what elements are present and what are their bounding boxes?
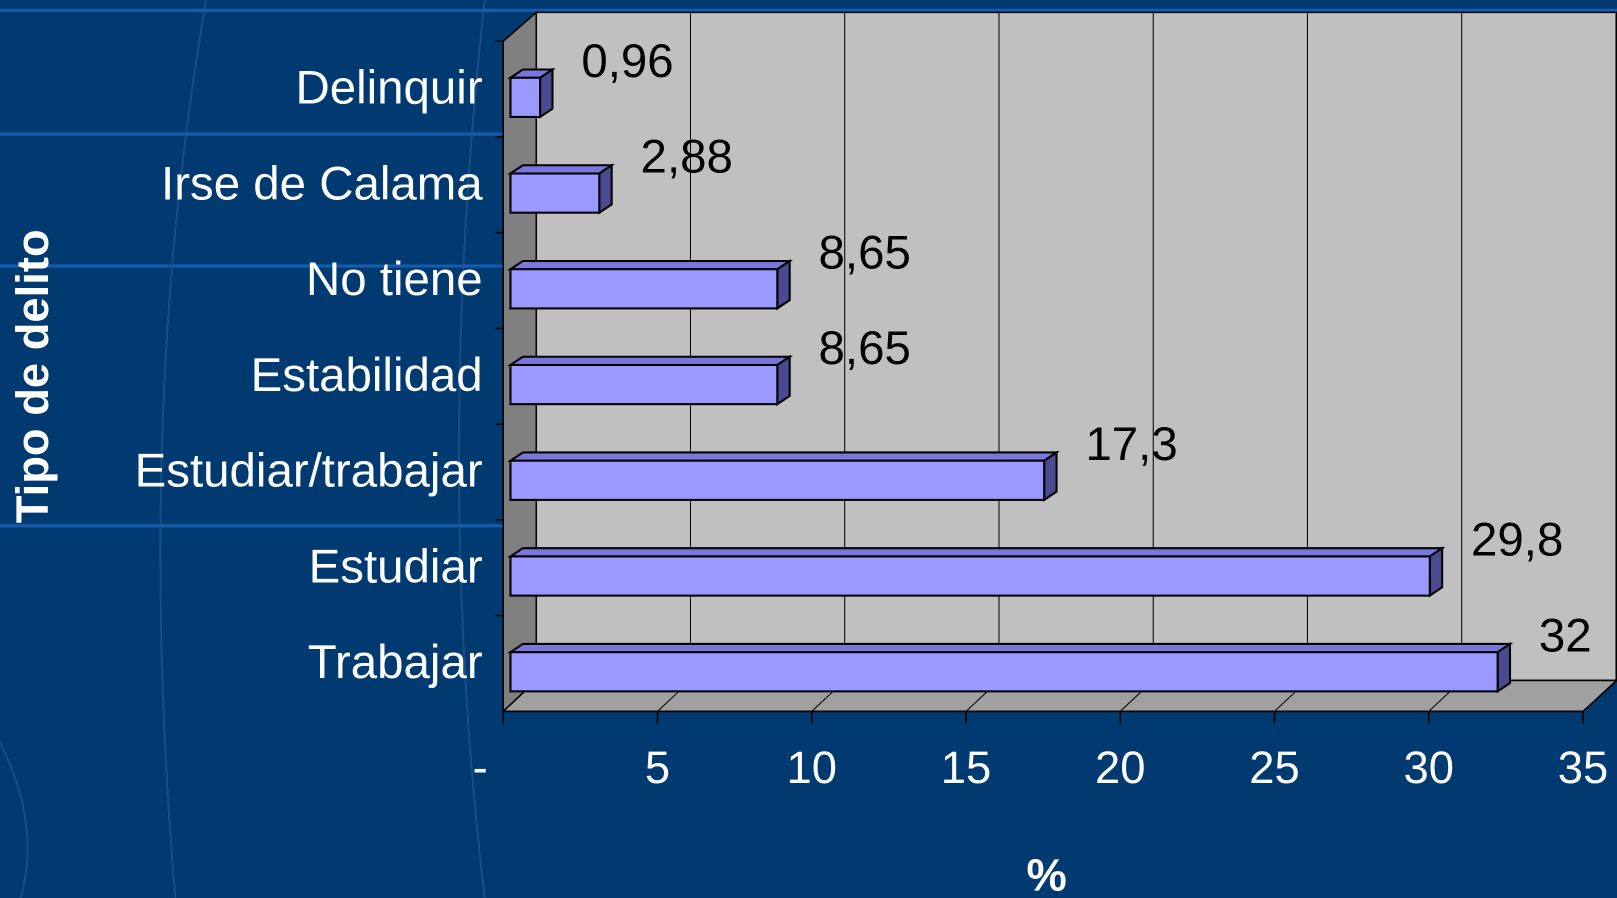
y-axis-label: Tipo de delito (7, 229, 58, 523)
x-tick-label: 25 (1249, 742, 1299, 793)
x-tick-label: 10 (787, 742, 837, 793)
x-tick-label: - (473, 742, 488, 793)
y-tick-label: No tiene (306, 253, 483, 306)
bar-side (1496, 642, 1512, 694)
y-tick-label: Estabilidad (251, 349, 483, 402)
floor-grid-line (1582, 680, 1617, 712)
value-label: 17,3 (1085, 418, 1177, 471)
value-label: 2,88 (641, 131, 733, 184)
decoration-curves (0, 0, 486, 898)
bar (509, 363, 779, 406)
y-tick-label: Estudiar/trabajar (135, 445, 483, 498)
bar-top (507, 259, 794, 271)
bar-top (507, 547, 1446, 558)
bar-side (1043, 450, 1058, 502)
bar (509, 172, 601, 214)
x-tick-label: 20 (1095, 742, 1145, 793)
bar-side (776, 354, 791, 407)
bar-side (1428, 546, 1444, 598)
bar-side (598, 163, 613, 215)
bar (509, 268, 779, 310)
value-label: 0,96 (581, 35, 673, 88)
value-label: 8,65 (819, 226, 911, 279)
x-tick-label: 30 (1403, 742, 1453, 793)
bar-side (539, 67, 554, 119)
y-tick-label: Estudiar (309, 540, 483, 593)
bar-top (507, 355, 794, 367)
y-tick-label: Delinquir (295, 62, 482, 115)
value-label: 29,8 (1471, 514, 1563, 567)
x-tick-label: 5 (645, 742, 670, 793)
value-label: 8,65 (819, 322, 911, 375)
bar (509, 555, 1431, 597)
value-label: 32 (1539, 609, 1592, 662)
y-tick-label: Trabajar (308, 636, 483, 689)
y-tick-label: Irse de Calama (161, 157, 483, 210)
bar-top (507, 451, 1060, 462)
bar-side (776, 259, 791, 311)
x-axis-label: % (1027, 849, 1067, 898)
bar-top (507, 164, 616, 175)
bar-top (507, 642, 1514, 654)
bar (509, 76, 542, 118)
x-tick-label: 15 (941, 742, 991, 793)
x-tick-label: 35 (1558, 742, 1608, 793)
bar (509, 651, 1499, 693)
bar (509, 459, 1046, 501)
